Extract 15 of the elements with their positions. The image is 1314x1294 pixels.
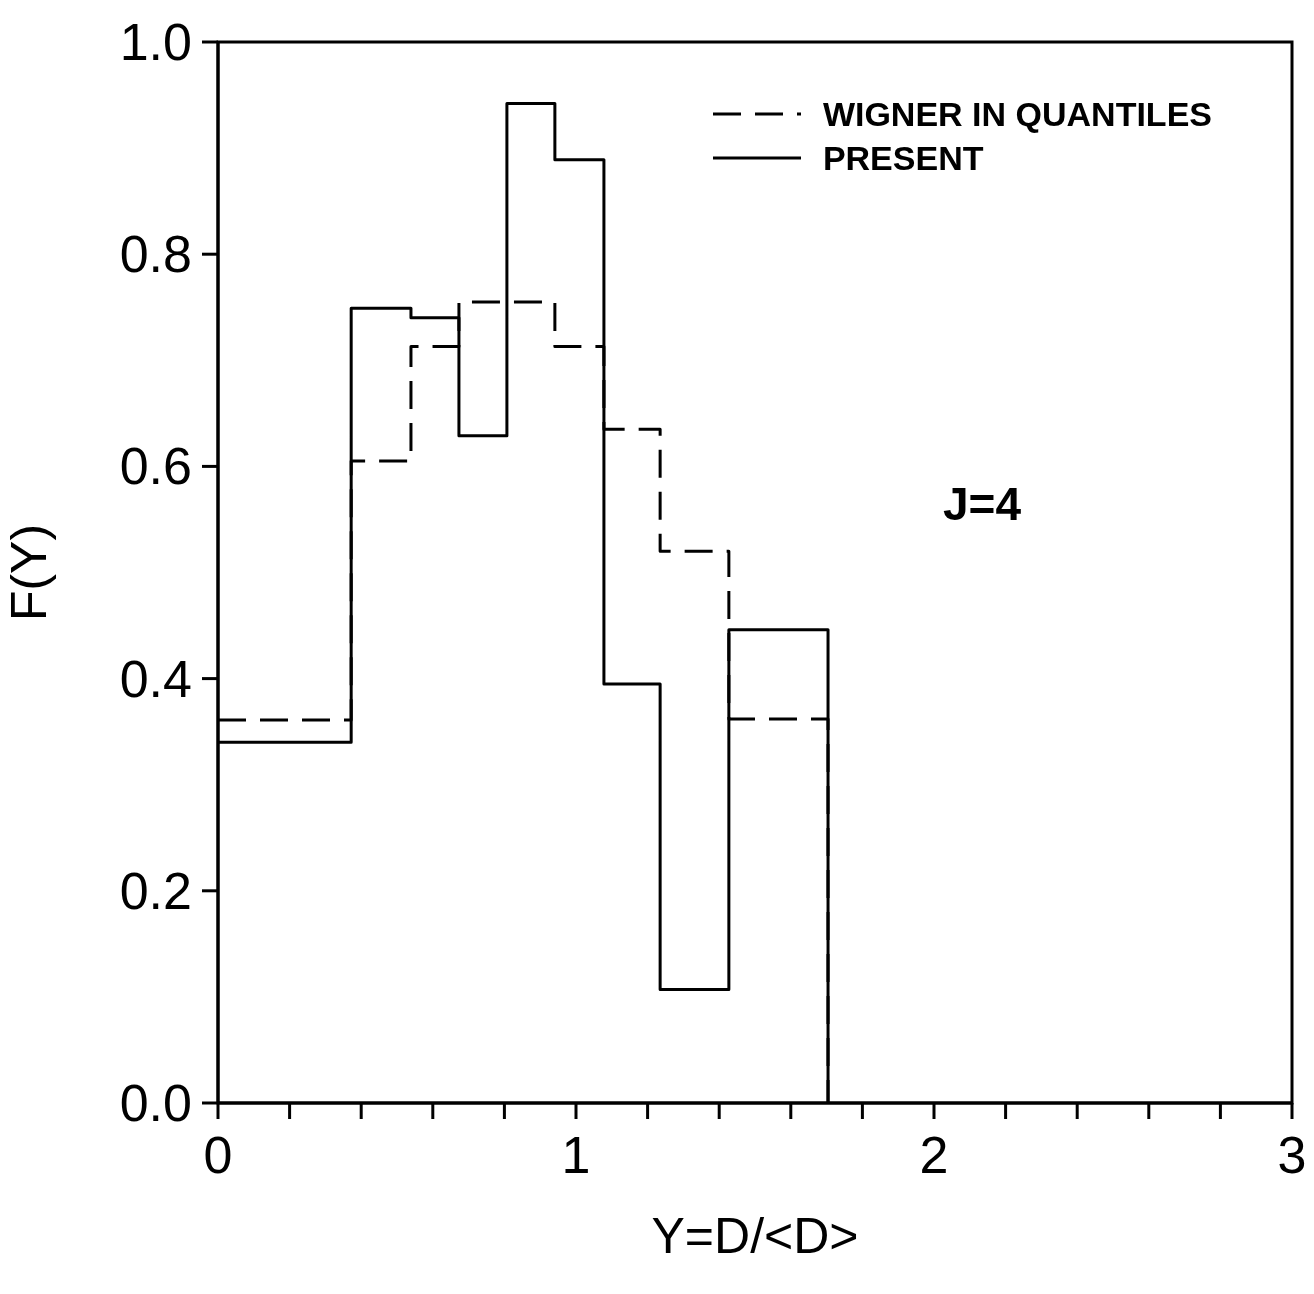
legend-label: PRESENT <box>822 138 984 179</box>
annotation: J=4 <box>942 477 1021 531</box>
y-tick-label: 0.8 <box>119 225 192 284</box>
x-tick-label: 3 <box>1277 1126 1307 1184</box>
x-axis-title: Y=D/<D> <box>651 1208 859 1264</box>
y-axis-title: F(Y) <box>0 523 57 622</box>
x-tick-label: 1 <box>561 1126 591 1184</box>
legend-label: WIGNER IN QUANTILES <box>822 94 1212 135</box>
y-tick-label: 1.0 <box>119 13 192 71</box>
y-tick-label: 0.4 <box>119 649 192 708</box>
y-tick-label: 0.6 <box>119 437 192 496</box>
x-tick-label: 2 <box>919 1126 949 1184</box>
x-tick-label: 0 <box>203 1126 233 1184</box>
y-tick-label: 0.0 <box>119 1074 192 1132</box>
y-tick-label: 0.2 <box>119 861 192 920</box>
